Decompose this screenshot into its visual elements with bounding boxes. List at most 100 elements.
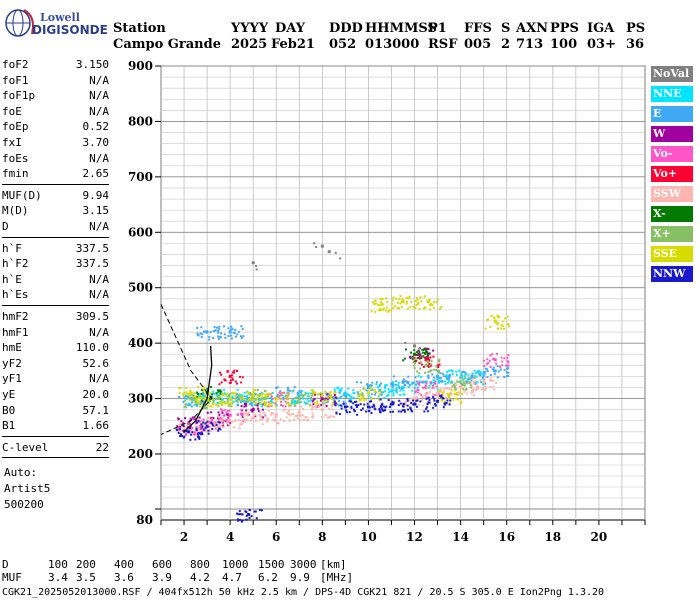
echo-point <box>184 432 187 435</box>
param-value: N/A <box>89 73 109 87</box>
echo-point <box>463 377 466 380</box>
echo-point <box>426 386 429 389</box>
echo-point <box>398 298 401 301</box>
echo-point <box>254 265 257 268</box>
echo-point <box>447 379 450 382</box>
echo-point <box>385 405 388 408</box>
echo-point <box>378 389 381 392</box>
echo-point <box>205 424 209 428</box>
echo-point <box>340 395 343 398</box>
echo-point <box>192 397 195 400</box>
echo-point <box>222 388 225 391</box>
param-label: h`Es <box>2 288 29 302</box>
echo-point <box>325 394 328 397</box>
echo-point <box>218 389 221 392</box>
echo-point <box>456 391 459 394</box>
echo-point <box>309 399 312 402</box>
echo-point <box>205 330 208 333</box>
echo-point <box>246 414 249 417</box>
echo-point <box>426 356 429 359</box>
echo-point <box>254 510 257 513</box>
echo-point <box>258 401 261 404</box>
header-label: IGA <box>587 21 615 36</box>
echo-point <box>287 402 290 405</box>
echo-point <box>469 383 472 386</box>
footer-cell: 3.9 <box>152 571 172 584</box>
echo-point <box>409 408 412 411</box>
x-tick-label: 14 <box>452 530 469 544</box>
echo-point <box>340 404 343 407</box>
echo-point <box>467 376 470 379</box>
echo-point <box>230 334 233 337</box>
echo-point <box>470 381 473 384</box>
echo-point <box>433 376 436 379</box>
echo-point <box>287 392 290 395</box>
echo-point <box>275 413 278 416</box>
legend-item-sse: SSE <box>651 246 693 262</box>
echo-point <box>225 413 228 416</box>
echo-point <box>191 431 194 434</box>
echo-point <box>187 403 190 406</box>
echo-point <box>193 432 196 435</box>
echo-point <box>185 395 188 398</box>
echo-point <box>208 400 211 403</box>
echo-point <box>453 392 456 395</box>
echo-point <box>454 387 457 390</box>
echo-point <box>198 437 201 440</box>
echo-point <box>225 418 228 421</box>
echo-point <box>480 381 483 384</box>
header-label: PS <box>626 21 646 36</box>
echo-point <box>443 403 446 406</box>
echo-point <box>231 371 234 374</box>
echo-point <box>350 400 353 403</box>
echo-point <box>202 421 205 424</box>
echo-point <box>190 401 193 404</box>
echo-point <box>206 403 209 406</box>
echo-point <box>384 384 387 387</box>
echo-point <box>418 355 421 358</box>
echo-point <box>187 423 190 426</box>
x-tick-label: 6 <box>272 530 280 544</box>
echo-point <box>425 406 428 409</box>
echo-point <box>197 394 200 397</box>
echo-point <box>224 336 227 339</box>
echo-point <box>424 385 428 389</box>
echo-point <box>448 392 451 395</box>
echo-point <box>398 307 401 310</box>
echo-point <box>387 391 390 394</box>
echo-point <box>253 510 256 513</box>
echo-point <box>448 377 451 380</box>
echo-point <box>373 302 376 305</box>
param-row: C-level 22 <box>2 441 109 457</box>
echo-point <box>204 426 207 429</box>
echo-point <box>217 420 220 423</box>
echo-point <box>285 396 288 399</box>
echo-point <box>227 327 230 330</box>
echo-point <box>300 405 303 408</box>
echo-point <box>206 387 209 390</box>
echo-point <box>465 372 468 375</box>
param-label: h`F2 <box>2 257 29 271</box>
echo-point <box>208 335 211 338</box>
echo-point <box>416 399 419 402</box>
echo-point <box>425 392 428 395</box>
echo-point <box>409 400 412 403</box>
echo-point <box>381 308 384 311</box>
echo-point <box>267 392 270 395</box>
echo-point <box>259 403 262 406</box>
echo-point <box>296 417 299 420</box>
echo-point <box>437 359 440 362</box>
echo-point <box>435 301 438 304</box>
echo-point <box>188 398 191 401</box>
echo-point <box>408 297 411 300</box>
echo-point <box>323 398 326 401</box>
echo-point <box>366 383 369 386</box>
echo-point <box>382 409 385 412</box>
echo-point <box>353 409 356 412</box>
echo-point <box>499 365 502 368</box>
echo-point <box>466 379 469 382</box>
echo-point <box>478 373 481 376</box>
echo-point <box>370 397 373 400</box>
echo-point <box>436 298 439 301</box>
echo-point <box>378 409 381 412</box>
